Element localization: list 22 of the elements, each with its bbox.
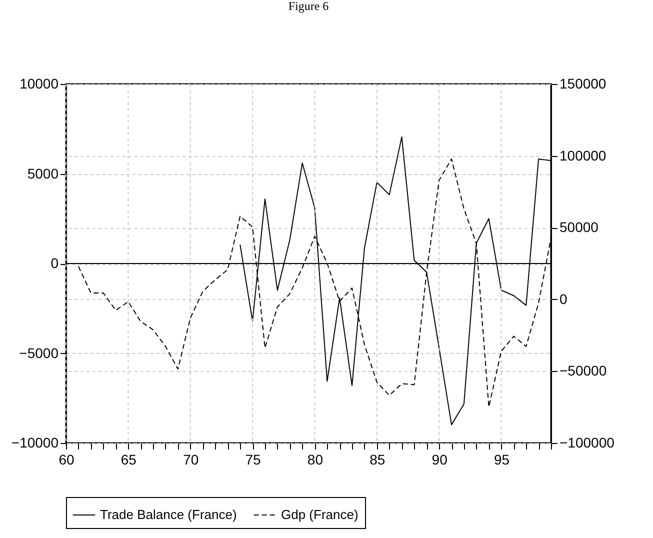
x-tick-label: 85 <box>370 452 386 468</box>
y-tick-label: 0 <box>50 255 59 271</box>
x-tick-label: 95 <box>494 452 510 468</box>
x-tick-label: 90 <box>432 452 448 468</box>
y-tick-label: 10000 <box>20 76 59 92</box>
y-tick-label: −5000 <box>19 344 59 361</box>
y2-tick-label: 150000 <box>560 76 606 92</box>
y2-tick-label: −100000 <box>560 434 615 450</box>
y2-tick-label: 100000 <box>560 147 606 164</box>
x-tick-label: 65 <box>120 452 137 468</box>
legend-label: Gdp (France) <box>281 507 358 522</box>
y2-tick-label: −50000 <box>560 362 607 379</box>
x-tick-label: 70 <box>183 452 199 468</box>
chart-title: Figure 6 <box>288 0 329 13</box>
legend-label: Trade Balance (France) <box>100 507 237 522</box>
y2-tick-label: 0 <box>560 290 568 307</box>
x-tick-label: 60 <box>58 452 74 468</box>
x-tick-label: 75 <box>245 452 262 468</box>
y2-tick-label: 50000 <box>560 219 599 236</box>
y-tick-label: 5000 <box>27 165 59 182</box>
x-tick-label: 80 <box>307 452 324 468</box>
y-tick-label: −10000 <box>11 434 59 450</box>
